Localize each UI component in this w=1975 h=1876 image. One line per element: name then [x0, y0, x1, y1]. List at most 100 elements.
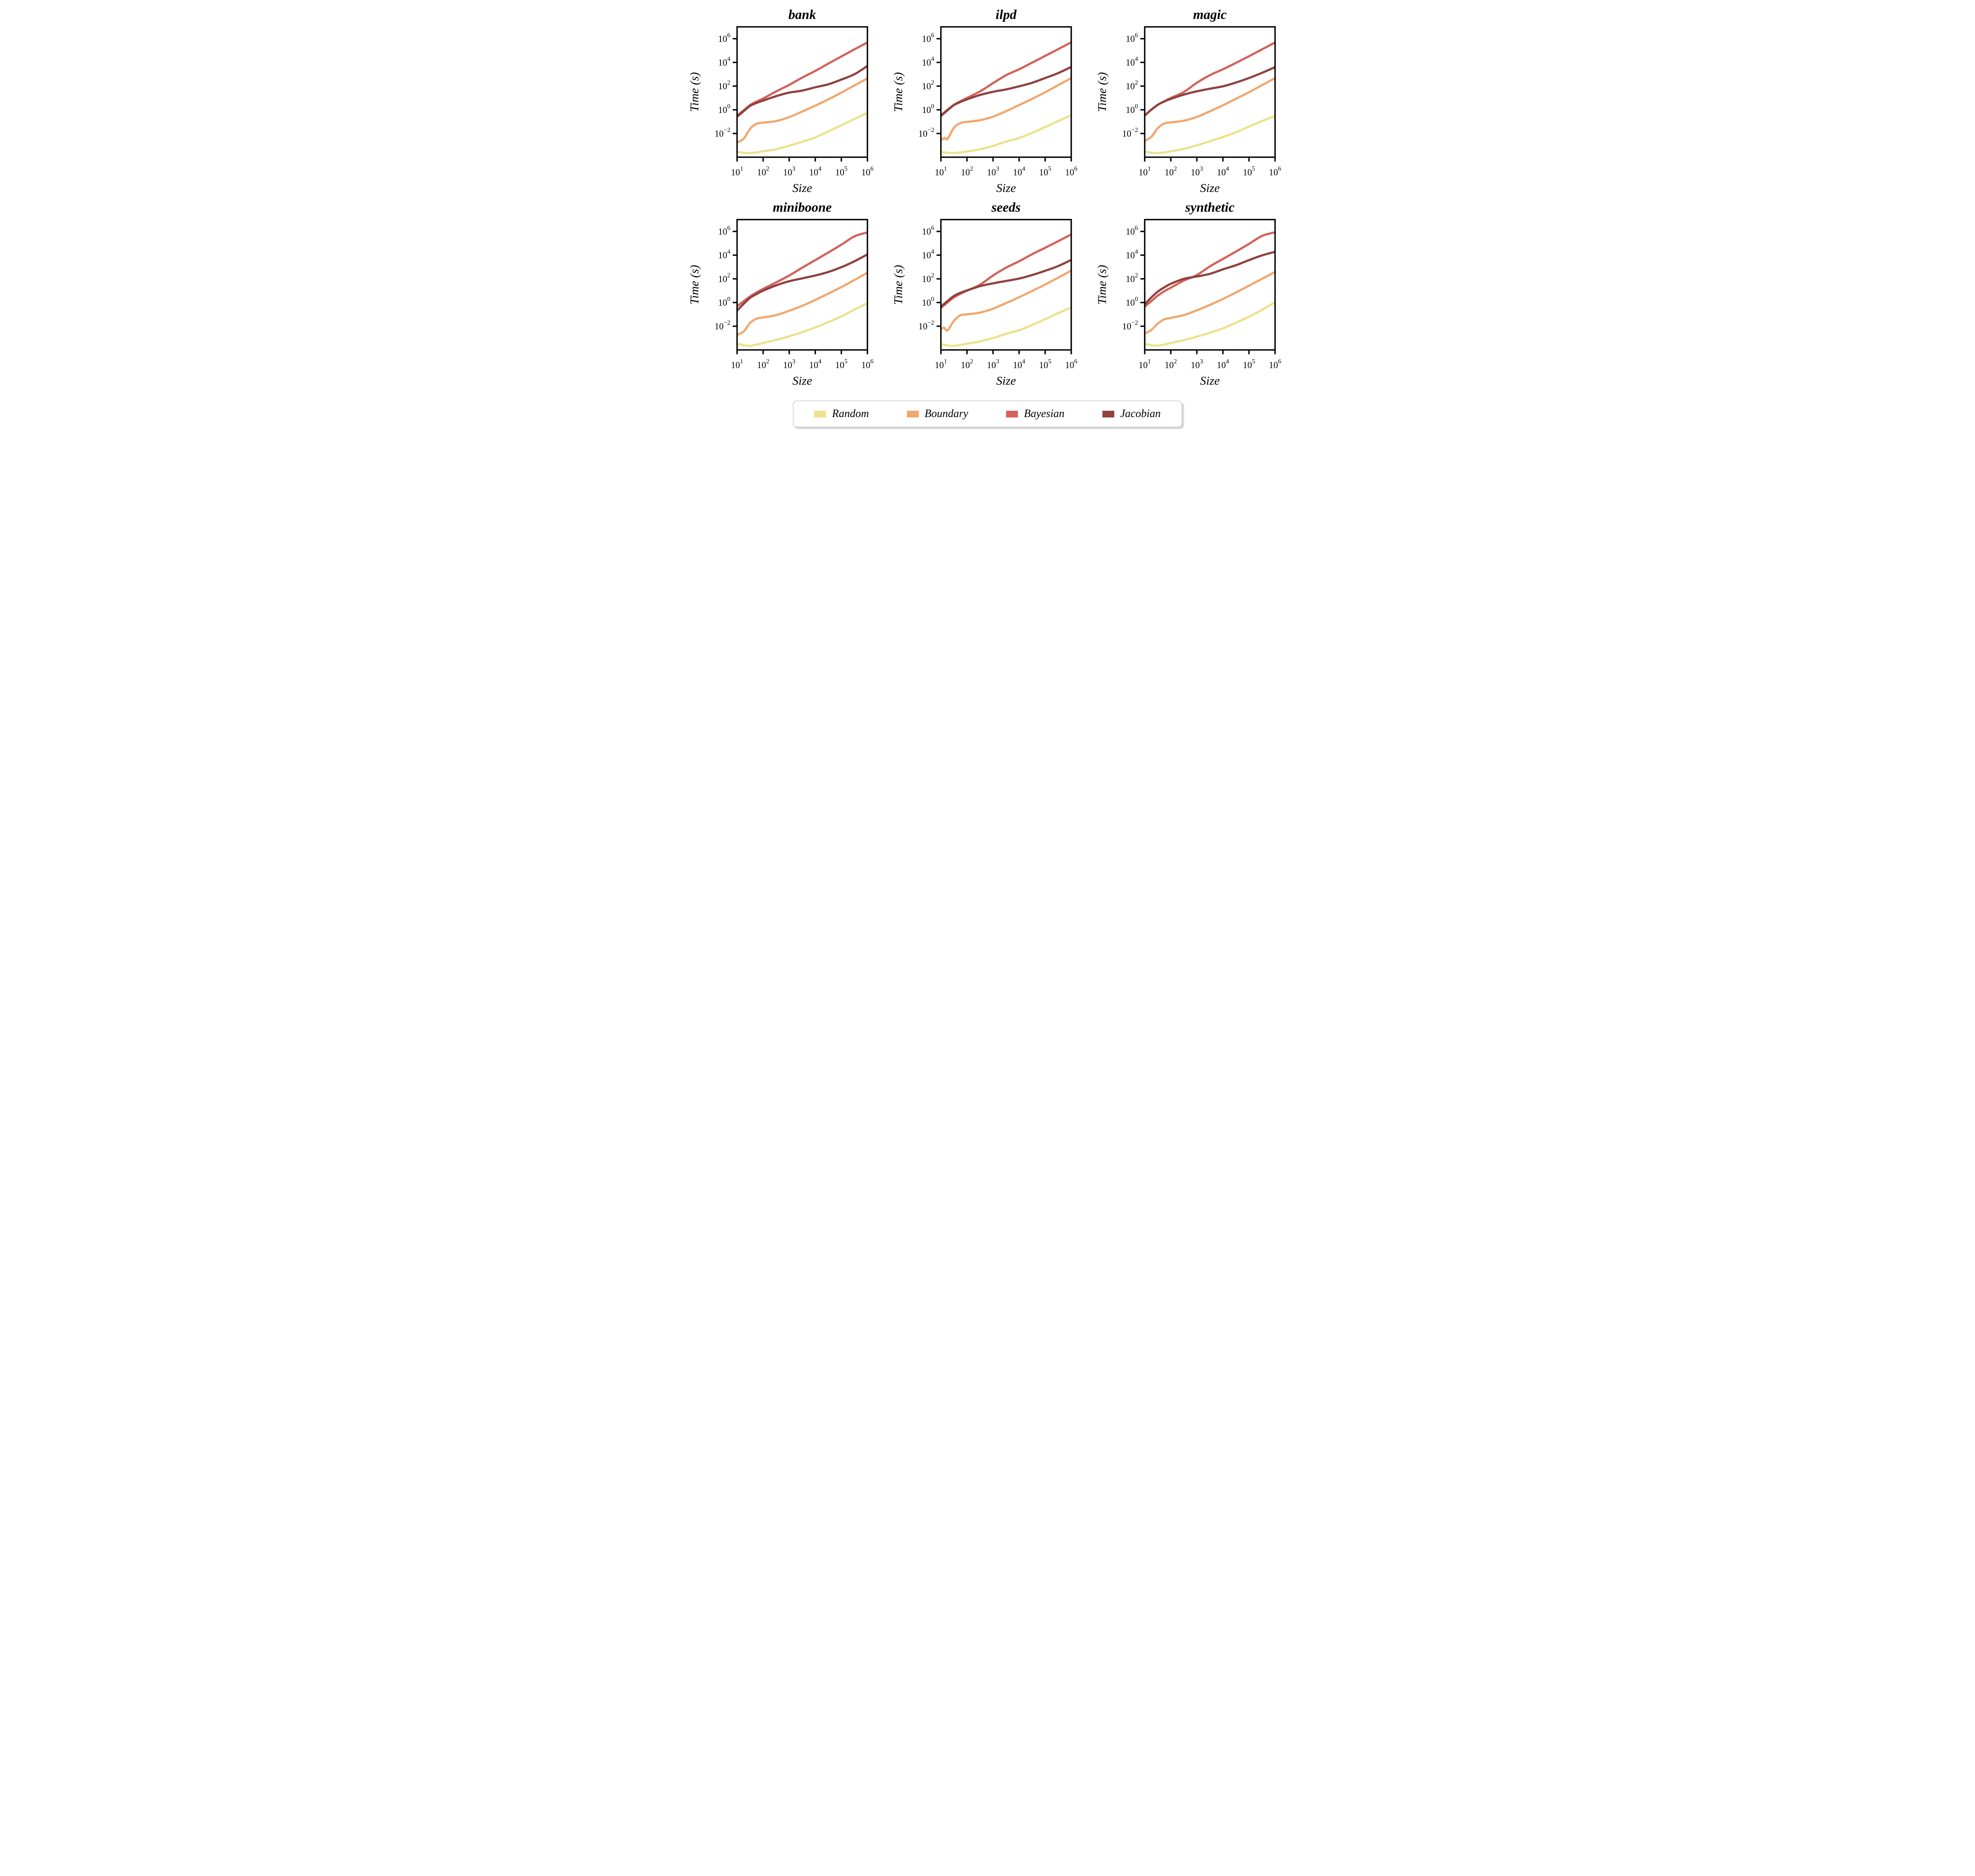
y-tick-label: 102 — [1126, 79, 1138, 91]
axes-spines — [736, 219, 868, 351]
legend-label-jacobian: Jacobian — [1120, 408, 1161, 420]
series-line-random — [737, 111, 867, 154]
series-line-bayesian — [941, 41, 1071, 117]
series-lines — [1145, 231, 1275, 347]
x-tick-label: 103 — [783, 165, 796, 177]
y-tick-label: 100 — [922, 296, 934, 308]
series-line-boundary — [941, 269, 1071, 332]
y-tick-label: 106 — [1126, 32, 1138, 44]
series-line-boundary — [1145, 77, 1275, 142]
x-tick-label: 104 — [809, 165, 822, 177]
x-tick-label: 101 — [935, 165, 947, 177]
x-tick-label: 104 — [1013, 358, 1025, 370]
x-axis-label: Size — [996, 374, 1016, 387]
y-tick-label: 100 — [1126, 296, 1138, 308]
y-tick-label: 102 — [1126, 272, 1138, 284]
legend-swatch-random — [814, 410, 826, 417]
x-axis-label: Size — [792, 374, 812, 387]
chart-title: ilpd — [996, 8, 1017, 22]
x-tick-label: 105 — [1039, 358, 1051, 370]
chart-svg: 101 102 103 104 105 106 106 104 102 100 10−2 minibo… — [687, 200, 874, 387]
y-tick-label: 102 — [718, 79, 730, 91]
legend-item-boundary: Boundary — [907, 408, 968, 419]
legend-item-jacobian: Jacobian — [1102, 408, 1161, 419]
figure-page: 101 102 103 104 105 106 106 104 102 100 10−2 bank Si… — [672, 0, 1304, 439]
legend-wrap: Random Boundary Bayesian Jacobian — [672, 400, 1304, 427]
y-tick-label: 102 — [922, 79, 934, 91]
x-tick-label: 106 — [1065, 358, 1078, 370]
series-line-random — [737, 302, 867, 347]
y-tick-label: 106 — [922, 32, 934, 44]
axes-spines — [1144, 219, 1276, 351]
x-tick-label: 106 — [861, 358, 874, 370]
x-tick-label: 106 — [1269, 165, 1281, 177]
x-tick-label: 101 — [731, 165, 743, 177]
y-tick-label: 104 — [922, 248, 934, 260]
x-tick-label: 103 — [987, 165, 999, 177]
series-lines — [1145, 41, 1275, 154]
x-tick-label: 104 — [1217, 165, 1229, 177]
chart-title: seeds — [991, 200, 1021, 215]
x-tick-label: 105 — [835, 358, 848, 370]
series-line-boundary — [941, 77, 1071, 141]
y-tick-label: 10−2 — [918, 127, 934, 139]
subplot-miniboone: 101 102 103 104 105 106 106 104 102 100 10−2 minibo… — [685, 198, 882, 389]
axes-spines — [940, 26, 1072, 158]
y-tick-label: 102 — [922, 272, 934, 284]
legend-label-boundary: Boundary — [924, 408, 969, 420]
chart-title: magic — [1193, 8, 1227, 22]
x-tick-label: 104 — [809, 358, 822, 370]
chart-title: bank — [788, 8, 816, 22]
chart-svg: 101 102 103 104 105 106 106 104 102 100 10−2 synthe… — [1095, 200, 1281, 387]
x-tick-label: 103 — [1191, 358, 1203, 370]
legend-swatch-boundary — [907, 410, 919, 417]
x-tick-label: 101 — [731, 358, 743, 370]
y-tick-label: 10−2 — [1122, 320, 1138, 331]
series-line-boundary — [737, 77, 867, 144]
series-lines — [941, 233, 1071, 347]
y-axis-label: Time (s) — [1095, 72, 1109, 112]
y-axis-label: Time (s) — [687, 72, 701, 112]
series-line-bayesian — [941, 233, 1071, 309]
y-tick-label: 104 — [922, 56, 934, 68]
x-tick-label: 105 — [835, 165, 848, 177]
series-line-jacobian — [941, 259, 1071, 308]
series-line-random — [941, 306, 1071, 347]
series-line-boundary — [1145, 271, 1275, 335]
x-tick-label: 102 — [757, 165, 769, 177]
legend-swatch-jacobian — [1102, 410, 1114, 417]
y-axis-label: Time (s) — [891, 265, 905, 305]
x-axis-label: Size — [792, 181, 812, 195]
series-line-bayesian — [737, 41, 867, 117]
series-line-bayesian — [1145, 41, 1275, 117]
series-line-jacobian — [1145, 66, 1275, 117]
y-tick-label: 100 — [922, 103, 934, 115]
chart-svg: 101 102 103 104 105 106 106 104 102 100 10−2 seeds S… — [891, 200, 1078, 387]
y-tick-label: 104 — [718, 248, 730, 260]
subplot-magic: 101 102 103 104 105 106 106 104 102 100 10−2 magic S… — [1093, 6, 1290, 196]
x-tick-label: 104 — [1217, 358, 1229, 370]
x-tick-label: 106 — [861, 165, 874, 177]
x-axis-label: Size — [1200, 181, 1220, 195]
chart-svg: 101 102 103 104 105 106 106 104 102 100 10−2 bank Si… — [687, 8, 874, 195]
y-tick-label: 10−2 — [918, 320, 934, 331]
series-lines — [737, 41, 867, 154]
series-line-bayesian — [1145, 231, 1275, 308]
series-line-jacobian — [737, 253, 867, 312]
axes-spines — [940, 219, 1072, 351]
figure-grid: 101 102 103 104 105 106 106 104 102 100 10−2 bank Si… — [672, 6, 1304, 389]
y-tick-label: 106 — [718, 225, 730, 237]
x-tick-label: 101 — [935, 358, 947, 370]
x-tick-label: 103 — [1191, 165, 1203, 177]
chart-title: synthetic — [1185, 200, 1235, 215]
chart-title: miniboone — [773, 200, 831, 215]
y-tick-label: 104 — [1126, 248, 1138, 260]
series-lines — [737, 231, 867, 347]
series-line-random — [1145, 301, 1275, 347]
x-tick-label: 101 — [1139, 358, 1151, 370]
x-tick-label: 102 — [961, 165, 973, 177]
x-tick-label: 104 — [1013, 165, 1025, 177]
y-tick-label: 104 — [718, 56, 730, 68]
series-line-random — [1145, 115, 1275, 154]
y-tick-label: 106 — [718, 32, 730, 44]
